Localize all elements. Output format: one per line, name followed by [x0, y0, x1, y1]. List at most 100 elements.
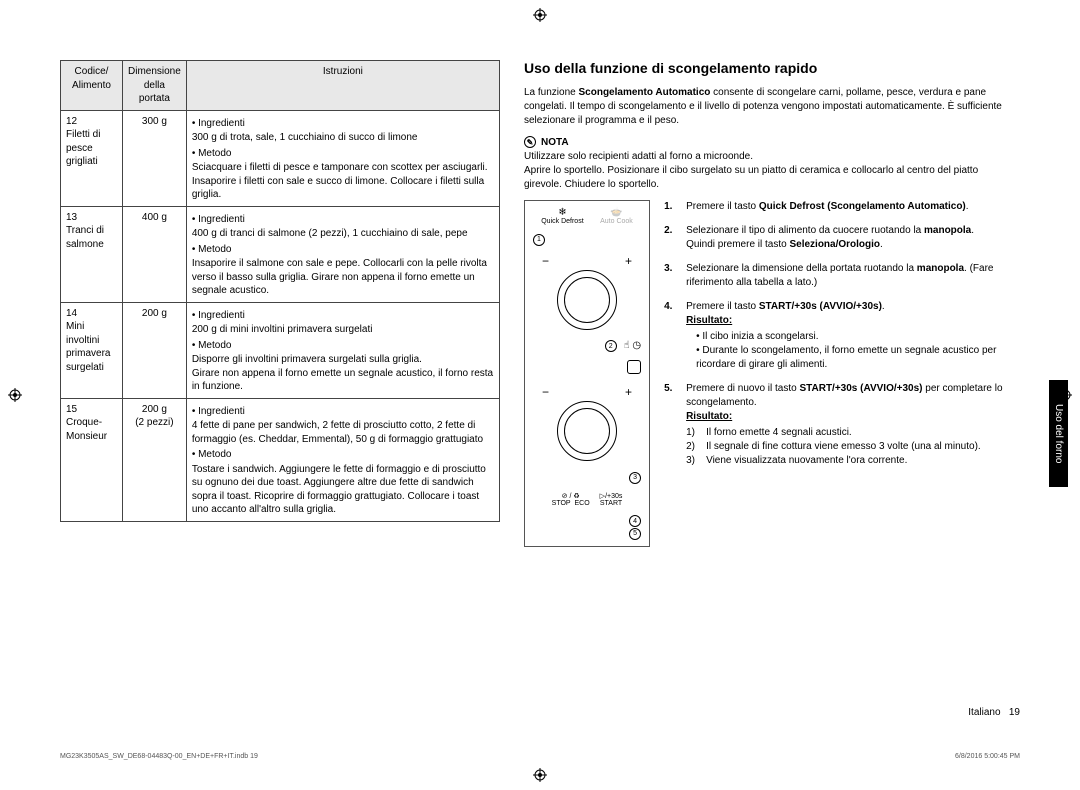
footer-date: 6/8/2016 5:00:45 PM — [955, 753, 1020, 760]
cell-instr: Ingredienti400 g di tranci di salmone (2… — [186, 206, 499, 302]
note-label: NOTA — [541, 137, 569, 148]
step-text: Selezionare il tipo di alimento da cuoce… — [686, 224, 1004, 252]
footer-file: MG23K3505AS_SW_DE68-04483Q-00_EN+DE+FR+I… — [60, 753, 258, 760]
start-label: START — [600, 500, 623, 507]
method-header: Metodo — [192, 448, 494, 462]
crop-mark-left — [8, 388, 22, 402]
cell-code: 15 Croque-Monsieur — [61, 398, 123, 521]
stop-eco-icons: ⊘ / ♻︎ — [552, 492, 590, 500]
control-panel-diagram: ❄︎ Quick Defrost 🍲 Auto Cook 1 −+ — [524, 200, 650, 547]
cooking-table: Codice/ Alimento Dimensione della portat… — [60, 60, 500, 522]
table-row: 13 Tranci di salmone400 gIngredienti400 … — [61, 206, 500, 302]
tag-2: 2 — [605, 340, 617, 352]
step-row: 5.Premere di nuovo il tasto START/+30s (… — [664, 382, 1004, 468]
step-number: 3. — [664, 262, 678, 290]
cell-size: 400 g — [123, 206, 187, 302]
hand-icon: ☝︎ — [623, 340, 629, 351]
stop-button-icon — [627, 360, 641, 374]
step-number: 2. — [664, 224, 678, 252]
eco-label: ECO — [575, 500, 590, 507]
dial-knob — [557, 270, 617, 330]
bullet-item: Durante lo scongelamento, il forno emett… — [696, 344, 1004, 372]
ingredients-text: 400 g di tranci di salmone (2 pezzi), 1 … — [192, 227, 494, 241]
tag-3: 3 — [629, 472, 641, 484]
crop-mark-bottom — [533, 768, 547, 782]
quick-defrost-label: Quick Defrost — [541, 218, 583, 225]
ingredients-header: Ingredienti — [192, 309, 494, 323]
ingredients-text: 300 g di trota, sale, 1 cucchiaino di su… — [192, 131, 494, 145]
method-text: Insaporire il salmone con sale e pepe. C… — [192, 257, 494, 298]
method-header: Metodo — [192, 147, 494, 161]
sub-item: 1)Il forno emette 4 segnali acustici. — [686, 426, 1004, 440]
footer-page: 19 — [1009, 707, 1020, 718]
ingredients-header: Ingredienti — [192, 117, 494, 131]
step-text: Premere il tasto Quick Defrost (Scongela… — [686, 200, 1004, 214]
step-row: 3. Selezionare la dimensione della portat… — [664, 262, 1004, 290]
ingredients-header: Ingredienti — [192, 405, 494, 419]
crop-mark-top — [533, 8, 547, 22]
step-row: 2. Selezionare il tipo di alimento da cuo… — [664, 224, 1004, 252]
page-content: Uso del forno Codice/ Alimento Dimension… — [60, 60, 1020, 730]
step-text: Premere il tasto START/+30s (AVVIO/+30s)… — [686, 300, 1004, 372]
step-number: 4. — [664, 300, 678, 372]
note-body: Utilizzare solo recipienti adatti al for… — [524, 150, 1004, 192]
dial-knob-2 — [557, 401, 617, 461]
minus-icon: − — [542, 254, 549, 268]
auto-cook-icon: 🍲 — [600, 207, 633, 218]
method-header: Metodo — [192, 243, 494, 257]
table-row: 14 Mini involtini primavera surgelati200… — [61, 302, 500, 398]
plus-icon: + — [625, 254, 632, 268]
ingredients-text: 200 g di mini involtini primavera surgel… — [192, 323, 494, 337]
step-text: Selezionare la dimensione della portata … — [686, 262, 1004, 290]
page-footer: Italiano 19 — [968, 707, 1020, 718]
sub-item: 2)Il segnale di fine cottura viene emess… — [686, 440, 1004, 454]
step-sublist: 1)Il forno emette 4 segnali acustici.2)I… — [686, 426, 1004, 468]
method-header: Metodo — [192, 339, 494, 353]
step-bullets: Il cibo inizia a scongelarsi.Durante lo … — [696, 330, 1004, 372]
tag-4: 4 — [629, 515, 641, 527]
plus-icon-2: + — [625, 385, 632, 399]
cell-instr: Ingredienti4 fette di pane per sandwich,… — [186, 398, 499, 521]
ingredients-text: 4 fette di pane per sandwich, 2 fette di… — [192, 419, 494, 446]
method-text: Disporre gli involtini primavera surgela… — [192, 353, 494, 394]
ingredients-header: Ingredienti — [192, 213, 494, 227]
th-size: Dimensione della portata — [123, 61, 187, 111]
cell-instr: Ingredienti200 g di mini involtini prima… — [186, 302, 499, 398]
stop-label: STOP — [552, 500, 571, 507]
cell-code: 13 Tranci di salmone — [61, 206, 123, 302]
cell-code: 12 Filetti di pesce grigliati — [61, 110, 123, 206]
cell-code: 14 Mini involtini primavera surgelati — [61, 302, 123, 398]
footer-lang: Italiano — [968, 707, 1000, 718]
note-icon: ✎ — [524, 136, 536, 148]
left-column: Codice/ Alimento Dimensione della portat… — [60, 60, 500, 522]
table-row: 12 Filetti di pesce grigliati300 gIngred… — [61, 110, 500, 206]
section-tab: Uso del forno — [1049, 380, 1068, 487]
method-text: Tostare i sandwich. Aggiungere le fette … — [192, 463, 494, 517]
tag-5: 5 — [629, 528, 641, 540]
cell-size: 300 g — [123, 110, 187, 206]
step-text: Premere di nuovo il tasto START/+30s (AV… — [686, 382, 1004, 468]
step-row: 4.Premere il tasto START/+30s (AVVIO/+30… — [664, 300, 1004, 372]
step-row: 1. Premere il tasto Quick Defrost (Sconge… — [664, 200, 1004, 214]
plus30-label: /+30s — [605, 493, 622, 500]
clock-icon: ◷ — [632, 340, 641, 351]
section-title: Uso della funzione di scongelamento rapi… — [524, 60, 1004, 76]
note-header: ✎ NOTA — [524, 136, 1004, 148]
table-row: 15 Croque-Monsieur200 g (2 pezzi)Ingredi… — [61, 398, 500, 521]
cell-size: 200 g (2 pezzi) — [123, 398, 187, 521]
step-number: 1. — [664, 200, 678, 214]
right-column: Uso della funzione di scongelamento rapi… — [524, 60, 1004, 547]
th-code: Codice/ Alimento — [61, 61, 123, 111]
tag-1: 1 — [533, 234, 545, 246]
auto-cook-label: Auto Cook — [600, 218, 633, 225]
minus-icon-2: − — [542, 385, 549, 399]
step-number: 5. — [664, 382, 678, 468]
cell-size: 200 g — [123, 302, 187, 398]
method-text: Sciacquare i filetti di pesce e tamponar… — [192, 161, 494, 202]
sub-item: 3)Viene visualizzata nuovamente l'ora co… — [686, 454, 1004, 468]
steps-list: 1. Premere il tasto Quick Defrost (Sconge… — [664, 200, 1004, 478]
cell-instr: Ingredienti300 g di trota, sale, 1 cucch… — [186, 110, 499, 206]
th-instr: Istruzioni — [186, 61, 499, 111]
bullet-item: Il cibo inizia a scongelarsi. — [696, 330, 1004, 344]
intro-text: La funzione Scongelamento Automatico con… — [524, 86, 1004, 128]
